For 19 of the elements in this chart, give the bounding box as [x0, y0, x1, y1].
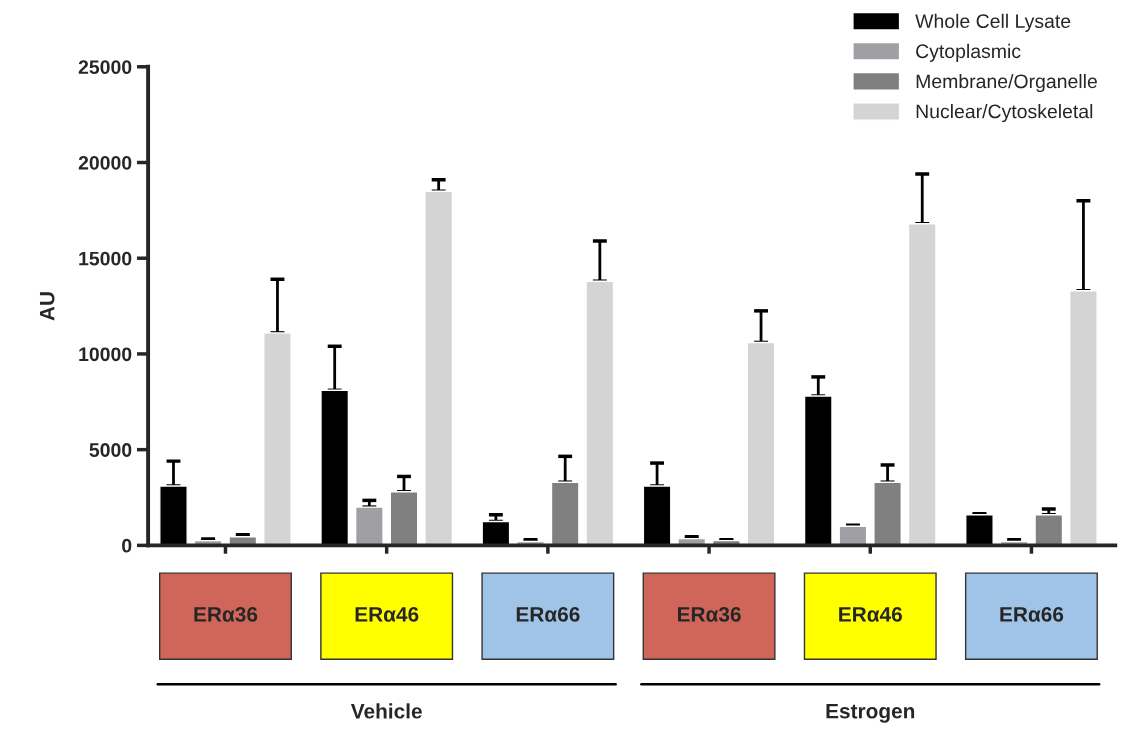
legend-label: Whole Cell Lysate [915, 13, 1071, 32]
y-tick-label: 0 [122, 538, 132, 553]
y-tick-label: 20000 [78, 155, 132, 170]
x-tick-label: ERα66 [1000, 607, 1064, 622]
legend-label: Membrane/Organelle [916, 73, 1097, 93]
y-tick-label: 15000 [79, 251, 132, 266]
y-tick-label: 25000 [78, 60, 132, 75]
x-tick-label: ERα36 [677, 607, 741, 622]
x-tick-label: ERα36 [194, 607, 258, 622]
y-tick-label: 10000 [79, 347, 132, 362]
text: Vehicle [350, 703, 422, 719]
x-tick-label: ERα46 [839, 607, 902, 622]
y-axis-title: AU [39, 292, 55, 321]
x-tick-label: ERα66 [516, 607, 580, 622]
legend-label: Nuclear/Cytoskeletal [916, 104, 1093, 123]
x-tick-label: ERα46 [355, 607, 419, 622]
y-tick-label: 5000 [89, 443, 132, 457]
text: Estrogen [826, 703, 915, 723]
legend-label: Cytoplasmic [916, 43, 1021, 62]
